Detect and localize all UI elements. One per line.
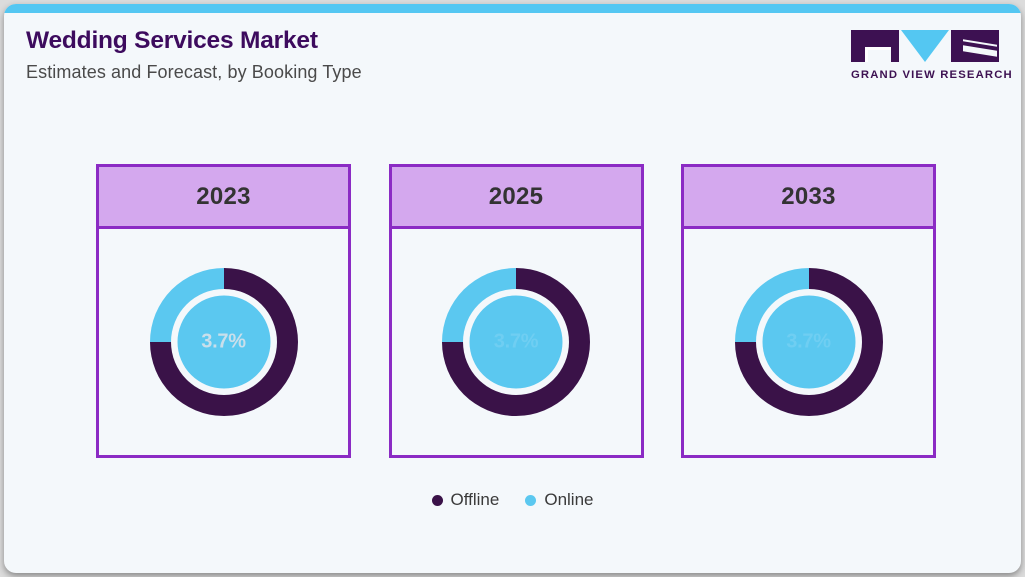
legend-item-offline[interactable]: Offline	[431, 490, 500, 510]
year-panels: 2023 3.7%	[96, 164, 936, 458]
logo-letter-g-icon	[851, 30, 899, 62]
panel-body-2033: 3.7%	[684, 229, 933, 455]
infographic-card: Wedding Services Market Estimates and Fo…	[4, 4, 1021, 573]
legend-item-online[interactable]: Online	[525, 490, 593, 510]
header: Wedding Services Market Estimates and Fo…	[4, 13, 1021, 101]
donut-cagr-label: 3.7%	[493, 330, 539, 353]
donut-center-disc: 3.7%	[177, 295, 270, 389]
panel-header-2025: 2025	[391, 167, 641, 229]
grand-view-research-logo: GRAND VIEW RESEARCH	[851, 30, 1013, 84]
donut-cagr-label: 3.7%	[201, 330, 246, 353]
legend-label-offline: Offline	[450, 490, 500, 509]
year-panel-2025: 2025 3.7%	[388, 164, 644, 458]
donut-chart-2033: 3.7%	[726, 259, 892, 425]
panel-year-label: 2023	[196, 182, 251, 210]
panel-year-label: 2025	[488, 182, 544, 210]
donut-chart-2025: 3.7%	[433, 259, 599, 425]
year-panel-2023: 2023 3.7%	[96, 164, 351, 458]
logo-wordmark: GRAND VIEW RESEARCH	[851, 69, 1013, 81]
logo-marks	[851, 30, 999, 62]
legend-dot-offline-icon	[431, 494, 443, 506]
page-title: Wedding Services Market	[26, 27, 318, 54]
donut-center-disc: 3.7%	[762, 295, 855, 389]
panel-header-2033: 2033	[684, 167, 933, 229]
logo-letter-v-triangle-icon	[901, 30, 949, 62]
logo-g-notch	[865, 47, 891, 62]
legend-dot-online-icon	[525, 494, 537, 506]
panel-header-2023: 2023	[99, 167, 348, 229]
logo-letter-r-icon	[951, 30, 999, 62]
panel-year-label: 2033	[781, 182, 836, 210]
chart-legend: Offline Online	[4, 490, 1021, 510]
title-block: Wedding Services Market Estimates and Fo…	[26, 27, 362, 83]
panel-body-2025: 3.7%	[392, 229, 641, 455]
year-panel-2033: 2033 3.7%	[681, 164, 936, 458]
top-accent-bar	[4, 4, 1021, 13]
donut-cagr-label: 3.7%	[786, 330, 831, 353]
donut-chart-2023: 3.7%	[141, 259, 307, 425]
legend-label-online: Online	[544, 490, 594, 509]
page-subtitle: Estimates and Forecast, by Booking Type	[26, 62, 362, 83]
panel-body-2023: 3.7%	[99, 229, 348, 455]
donut-center-disc: 3.7%	[469, 295, 563, 389]
